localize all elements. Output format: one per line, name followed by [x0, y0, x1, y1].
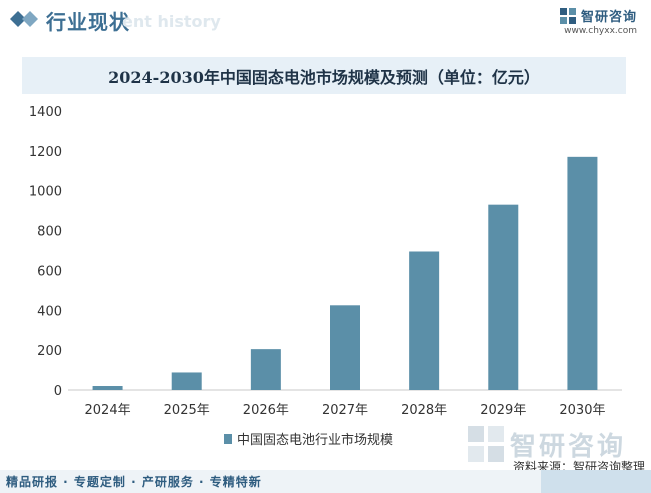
bar-chart: 0 200 400 600 800 1000 1200 1400 2024年 2025年 2026年… — [29, 105, 622, 418]
x-tick-label: 2029年 — [480, 403, 526, 418]
bar-3 — [250, 349, 281, 390]
y-tick-label: 800 — [37, 225, 62, 240]
watermark-logo-icon — [468, 426, 504, 462]
page-header: 行业现状 ent history 智研咨询 www.chyxx.com — [0, 0, 651, 44]
brand-block: 智研咨询 www.chyxx.com — [559, 6, 637, 36]
chart-title: 2024-2030年中国固态电池市场规模及预测（单位：亿元） — [108, 67, 540, 87]
diamond-bullets-icon — [10, 11, 38, 27]
bar-5 — [409, 251, 440, 390]
footer-text: 精品研报 · 专题定制 · 产研服务 · 专精特新 — [6, 475, 262, 489]
chart-title-band: 2024-2030年中国固态电池市场规模及预测（单位：亿元） — [22, 57, 626, 94]
brand-logo-icon — [559, 7, 576, 24]
y-tick-label: 200 — [37, 344, 62, 359]
bar-7 — [567, 156, 598, 390]
x-tick-label: 2030年 — [559, 403, 605, 418]
x-tick-label: 2024年 — [85, 403, 131, 418]
brand-url: www.chyxx.com — [564, 26, 637, 36]
header-ghost-text: ent history — [122, 12, 221, 31]
x-tick-label: 2028年 — [401, 403, 447, 418]
y-tick-label: 400 — [37, 304, 62, 319]
x-tick-label: 2027年 — [322, 403, 368, 418]
y-tick-label: 1000 — [29, 185, 62, 200]
page-footer: 精品研报 · 专题定制 · 产研服务 · 专精特新 — [0, 470, 651, 493]
x-tick-label: 2025年 — [164, 403, 210, 418]
chart-legend: 中国固态电池行业市场规模 — [224, 429, 393, 448]
y-tick-label: 600 — [37, 264, 62, 279]
bar-1 — [92, 386, 123, 390]
section-title: 行业现状 — [46, 10, 130, 34]
bar-4 — [330, 305, 360, 390]
y-tick-label: 0 — [54, 384, 62, 399]
footer-accent-bar — [541, 470, 651, 493]
watermark-text: 智研咨询 — [510, 432, 627, 462]
bar-2 — [171, 372, 202, 390]
bar-6 — [488, 204, 519, 390]
x-tick-label: 2026年 — [243, 403, 289, 418]
y-tick-label: 1400 — [29, 105, 62, 120]
y-tick-label: 1200 — [29, 145, 62, 160]
brand-name: 智研咨询 — [580, 10, 637, 25]
legend-swatch — [224, 433, 232, 444]
legend-label: 中国固态电池行业市场规模 — [237, 433, 394, 448]
